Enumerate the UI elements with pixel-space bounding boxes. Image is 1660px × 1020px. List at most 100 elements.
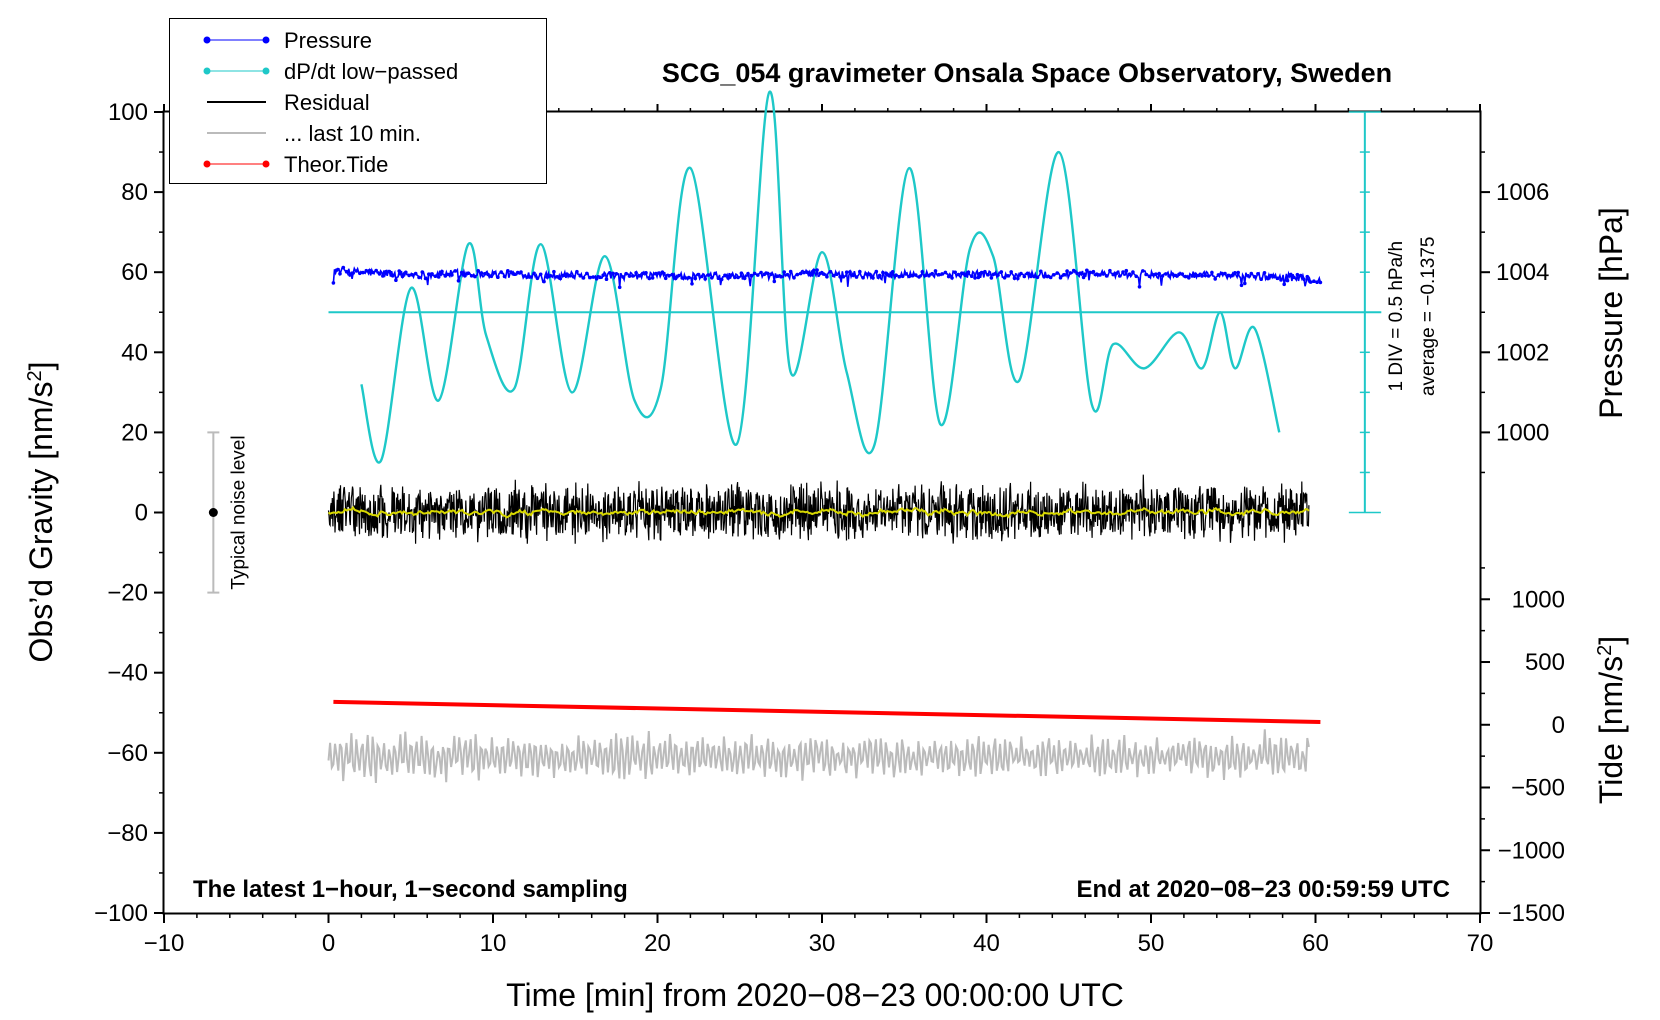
pressure-tick-label: 1006 <box>1496 179 1549 206</box>
pressure-point <box>742 276 747 281</box>
pressure-point <box>815 268 819 272</box>
pressure-point <box>703 277 707 281</box>
pressure-point <box>354 269 359 273</box>
pressure-point <box>430 272 434 276</box>
tide-tick-label: 500 <box>1525 649 1565 676</box>
pressure-point <box>575 269 579 274</box>
pressure-point <box>1164 272 1168 276</box>
pressure-point <box>733 275 737 280</box>
pressure-point <box>979 270 984 275</box>
pressure-point <box>525 275 530 279</box>
y-axis-title-left: Obs’d Gravity [nm/s2] <box>23 362 59 663</box>
pressure-point <box>529 275 533 279</box>
pressure-point <box>394 278 398 283</box>
pressure-point <box>1055 271 1059 275</box>
pressure-point <box>1200 274 1204 278</box>
pressure-point <box>423 276 428 281</box>
pressure-point <box>624 271 628 276</box>
pressure-point <box>1088 270 1092 275</box>
pressure-point <box>871 276 875 280</box>
pressure-point <box>1124 268 1129 273</box>
pressure-point <box>1173 273 1178 278</box>
pressure-point <box>1131 270 1135 274</box>
pressure-point <box>637 274 642 278</box>
pressure-point <box>960 271 964 276</box>
pressure-point <box>506 269 510 273</box>
pressure-point <box>1111 272 1115 277</box>
y-axis-ticks: −100 −80 −60 −40 −20 0 20 40 60 80 100 <box>94 99 164 927</box>
legend-marker-tide <box>203 160 211 168</box>
pressure-point <box>1091 269 1096 274</box>
pressure-axis-ticks: 1000 1002 1004 1006 <box>1480 151 1549 474</box>
pressure-point <box>851 273 856 278</box>
pressure-point <box>677 273 681 278</box>
pressure-point <box>361 270 365 275</box>
annotation-bottom-left: The latest 1−hour, 1−second sampling <box>193 876 628 903</box>
pressure-point <box>1213 277 1217 281</box>
pressure-point <box>588 275 592 280</box>
pressure-point <box>894 273 898 278</box>
pressure-point <box>986 272 990 277</box>
pressure-point <box>904 272 908 276</box>
pressure-point <box>568 273 573 278</box>
series-last-10-min-line <box>327 729 1310 783</box>
pressure-point <box>1016 276 1020 281</box>
y-tick-label: 40 <box>121 339 148 366</box>
y-tick-label: −20 <box>107 580 148 607</box>
pressure-point <box>1295 272 1300 277</box>
pressure-point <box>489 274 494 279</box>
pressure-point <box>710 276 714 280</box>
pressure-point <box>1210 270 1214 275</box>
pressure-point <box>1009 270 1013 274</box>
pressure-point <box>759 270 763 275</box>
x-tick-label: 20 <box>644 930 671 957</box>
legend-label-last10: ... last 10 min. <box>284 121 421 146</box>
pressure-point <box>1262 271 1267 275</box>
x-tick-label: 40 <box>973 930 1000 957</box>
pressure-point <box>1216 273 1221 277</box>
pressure-point <box>1243 281 1247 286</box>
pressure-point <box>614 272 619 276</box>
pressure-point <box>1147 274 1152 279</box>
pressure-point <box>650 276 655 280</box>
pressure-point <box>696 272 701 277</box>
pressure-point <box>548 274 553 278</box>
pressure-point <box>963 273 967 278</box>
y-axis-title-pressure: Pressure [hPa] <box>1593 207 1629 419</box>
pressure-point <box>683 276 688 280</box>
pressure-point <box>818 271 823 276</box>
pressure-point <box>400 274 405 279</box>
series-residual-smoothed-line <box>327 505 1310 519</box>
x-tick-label: 50 <box>1138 930 1165 957</box>
tide-tick-label: 1000 <box>1512 586 1565 613</box>
dpdt-average-label: average = −0.1375 <box>1418 236 1439 396</box>
pressure-point <box>976 275 981 280</box>
pressure-point <box>1134 274 1138 279</box>
series-dpdt-line <box>360 90 1281 464</box>
pressure-point <box>1236 270 1240 275</box>
pressure-point <box>943 270 948 275</box>
pressure-point <box>1081 275 1086 280</box>
pressure-point <box>782 270 786 274</box>
pressure-tick-label: 1002 <box>1496 339 1549 366</box>
pressure-point <box>835 272 839 277</box>
pressure-point <box>802 270 806 275</box>
pressure-point <box>456 279 461 283</box>
y-tick-label: 100 <box>108 99 148 126</box>
legend-item-pressure: Pressure <box>203 28 372 53</box>
pressure-point <box>348 273 352 277</box>
pressure-point <box>594 276 599 281</box>
pressure-point <box>831 273 836 278</box>
pressure-point <box>828 270 832 274</box>
pressure-point <box>874 269 879 274</box>
pressure-point <box>1170 272 1175 276</box>
chart-title: SCG_054 gravimeter Onsala Space Observat… <box>662 58 1392 88</box>
pressure-point <box>334 268 339 272</box>
pressure-point <box>693 276 698 281</box>
legend-item-residual: Residual <box>207 90 370 115</box>
pressure-point <box>443 274 448 278</box>
pressure-point <box>719 277 724 282</box>
tide-axis-ticks: 1000 500 0 −500 −1000 −1500 <box>1480 567 1565 927</box>
pressure-point <box>410 273 415 277</box>
pressure-point <box>598 275 602 280</box>
